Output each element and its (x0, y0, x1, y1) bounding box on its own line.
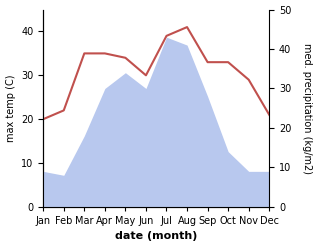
Y-axis label: max temp (C): max temp (C) (5, 74, 16, 142)
X-axis label: date (month): date (month) (115, 231, 197, 242)
Y-axis label: med. precipitation (kg/m2): med. precipitation (kg/m2) (302, 43, 313, 174)
